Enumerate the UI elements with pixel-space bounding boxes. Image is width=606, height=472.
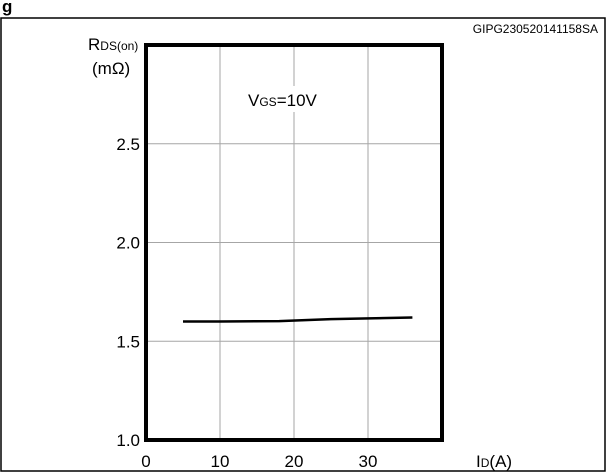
- y-axis-label-main: R: [88, 35, 100, 54]
- figure-frame: [0, 17, 606, 472]
- x-tick-label: 10: [211, 452, 230, 471]
- y-tick-label: 1.5: [116, 332, 140, 351]
- x-tick-labels: 0 10 20 30: [141, 452, 377, 471]
- y-tick-label: 2.0: [116, 234, 140, 253]
- x-tick-label: 20: [285, 452, 304, 471]
- y-axis-label-sub: DS(on): [100, 39, 138, 53]
- series-group: [183, 316, 413, 323]
- x-tick-label: 30: [359, 452, 378, 471]
- annotation-bg: [243, 86, 363, 112]
- figure-id: GIPG230520141158SA: [473, 22, 598, 36]
- annotation-sub: GS: [259, 95, 276, 109]
- x-tick-label: 0: [141, 452, 150, 471]
- condition-annotation: VGS=10V: [248, 91, 318, 110]
- annotation-background: [243, 86, 363, 112]
- x-axis-label-main: I: [476, 452, 481, 471]
- y-axis-label: RDS(on): [88, 35, 138, 54]
- y-tick-labels: 1.0 1.5 2.0 2.5: [116, 135, 140, 450]
- x-axis-label-unit: (A): [489, 452, 512, 471]
- y-tick-label: 2.5: [116, 135, 140, 154]
- header-fragment: g: [2, 0, 12, 16]
- x-axis-label-sub: D: [481, 456, 490, 470]
- plot-area-border: [144, 43, 444, 442]
- annotation-main: V: [248, 91, 260, 110]
- x-axis-label: ID(A): [476, 452, 512, 471]
- y-axis-unit: (mΩ): [92, 59, 130, 78]
- series-line: [183, 316, 413, 323]
- y-tick-label: 1.0: [116, 431, 140, 450]
- annotation-rest: =10V: [277, 91, 318, 110]
